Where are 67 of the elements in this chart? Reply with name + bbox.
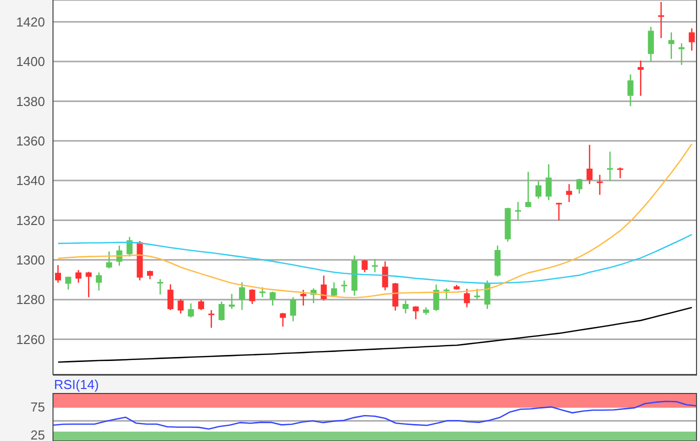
- y-tick-label: 75: [30, 400, 45, 415]
- y-tick-label: 1360: [16, 133, 45, 148]
- candlestick: [474, 288, 480, 300]
- candlestick: [412, 306, 419, 320]
- candlestick: [341, 280, 348, 293]
- candlestick: [228, 293, 235, 310]
- candlestick: [331, 282, 337, 297]
- candlestick: [586, 144, 593, 185]
- candlestick: [546, 164, 552, 201]
- candlestick: [607, 150, 613, 182]
- y-tick-label: 1320: [16, 212, 45, 228]
- candlestick: [402, 300, 409, 314]
- candlestick: [535, 180, 542, 200]
- candlestick: [658, 1, 664, 39]
- candlestick: [688, 28, 695, 52]
- candlestick: [157, 278, 164, 296]
- candlestick: [638, 60, 644, 96]
- candlestick: [218, 300, 225, 322]
- candlestick: [668, 32, 674, 60]
- candlestick: [596, 174, 603, 196]
- y-tick-label: 1400: [16, 54, 45, 70]
- candlestick: [484, 280, 490, 310]
- candlestick: [566, 183, 572, 203]
- candlestick: [270, 291, 276, 306]
- candlestick: [280, 312, 286, 328]
- y-tick-label: 1280: [16, 292, 45, 308]
- y-tick-label: 1340: [16, 173, 45, 188]
- candlestick: [362, 259, 368, 273]
- candlestick: [320, 274, 327, 302]
- candlestick: [464, 288, 470, 308]
- y-tick-label: 25: [30, 427, 45, 441]
- line-series: [57, 306, 693, 363]
- candlestick: [65, 276, 72, 290]
- candlestick: [86, 271, 92, 298]
- candlestick: [443, 288, 450, 300]
- y-tick-label: 1300: [16, 252, 45, 268]
- y-tick-label: 1380: [16, 94, 45, 109]
- chart-title: RSI(14): [54, 377, 99, 392]
- candlestick: [167, 284, 174, 311]
- candlestick: [249, 288, 256, 305]
- candlestick: [96, 272, 102, 292]
- candlestick: [198, 299, 204, 311]
- candlestick: [239, 282, 245, 311]
- candlestick: [525, 171, 532, 208]
- candlestick: [208, 309, 214, 328]
- line-series: [52, 400, 698, 430]
- candlestick: [106, 250, 112, 270]
- candlestick: [515, 201, 521, 221]
- candlestick: [55, 264, 61, 284]
- candlestick: [576, 178, 582, 194]
- candlestick: [259, 286, 266, 298]
- candlestick: [648, 26, 654, 62]
- y-tick-label: 1260: [16, 332, 45, 347]
- candlestick: [433, 284, 440, 312]
- candlestick: [290, 296, 296, 322]
- candlestick: [372, 258, 378, 273]
- candlestick: [75, 269, 82, 284]
- candlestick: [392, 282, 398, 312]
- candlestick: [617, 166, 624, 179]
- candlestick: [627, 74, 634, 107]
- y-tick-label: 1420: [16, 14, 45, 30]
- candlestick: [678, 42, 685, 66]
- candlestick: [556, 202, 562, 221]
- candlestick: [178, 298, 184, 314]
- candlestick: [382, 260, 388, 291]
- candlestick: [126, 236, 133, 258]
- candlestick: [188, 302, 194, 318]
